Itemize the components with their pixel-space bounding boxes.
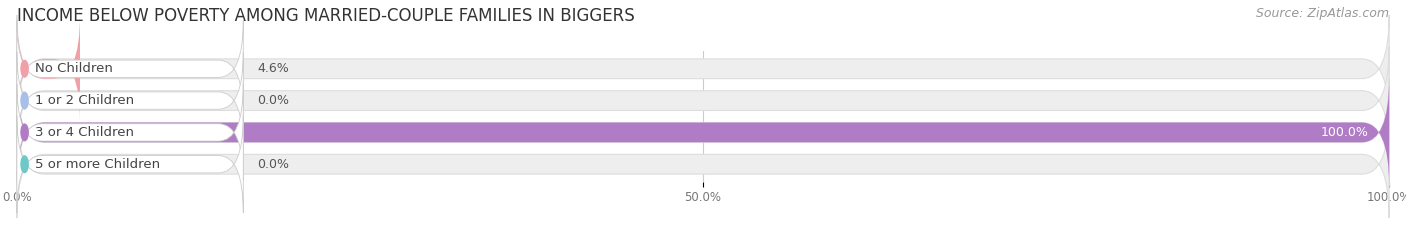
Circle shape <box>21 156 28 173</box>
Text: 5 or more Children: 5 or more Children <box>35 158 160 171</box>
FancyBboxPatch shape <box>17 20 243 117</box>
FancyBboxPatch shape <box>17 79 1389 186</box>
Text: 3 or 4 Children: 3 or 4 Children <box>35 126 134 139</box>
FancyBboxPatch shape <box>17 15 1389 123</box>
Text: 1 or 2 Children: 1 or 2 Children <box>35 94 134 107</box>
FancyBboxPatch shape <box>17 79 1389 186</box>
Text: 100.0%: 100.0% <box>1320 126 1368 139</box>
FancyBboxPatch shape <box>17 116 243 213</box>
FancyBboxPatch shape <box>17 47 1389 154</box>
Circle shape <box>21 60 28 77</box>
Text: Source: ZipAtlas.com: Source: ZipAtlas.com <box>1256 7 1389 20</box>
FancyBboxPatch shape <box>17 52 243 149</box>
Circle shape <box>21 92 28 109</box>
Circle shape <box>21 124 28 141</box>
Text: No Children: No Children <box>35 62 112 75</box>
Text: 0.0%: 0.0% <box>257 94 290 107</box>
FancyBboxPatch shape <box>17 84 243 181</box>
FancyBboxPatch shape <box>17 15 80 123</box>
Text: 0.0%: 0.0% <box>257 158 290 171</box>
Text: INCOME BELOW POVERTY AMONG MARRIED-COUPLE FAMILIES IN BIGGERS: INCOME BELOW POVERTY AMONG MARRIED-COUPL… <box>17 7 634 25</box>
FancyBboxPatch shape <box>17 110 1389 218</box>
Text: 4.6%: 4.6% <box>257 62 288 75</box>
